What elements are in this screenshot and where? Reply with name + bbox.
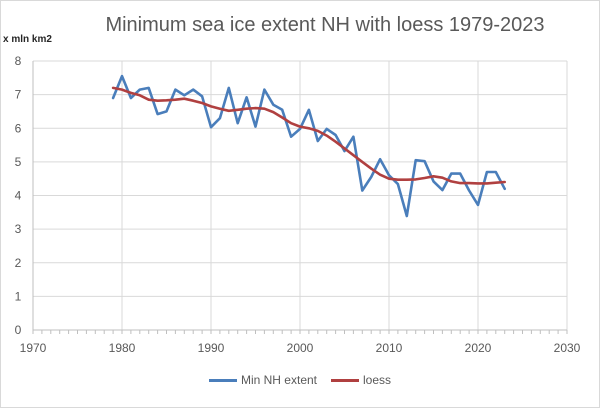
y-tick-label: 0 bbox=[15, 323, 22, 337]
legend: Min NH extent loess bbox=[0, 373, 600, 387]
y-tick-label: 4 bbox=[15, 189, 22, 203]
y-tick-label: 8 bbox=[15, 54, 22, 68]
x-tick-label: 2000 bbox=[287, 341, 314, 355]
gridlines bbox=[33, 60, 568, 330]
legend-item-loess: loess bbox=[331, 373, 391, 387]
y-tick-label: 2 bbox=[15, 256, 22, 270]
legend-swatch-blue bbox=[208, 378, 237, 382]
x-tick-label: 2020 bbox=[465, 341, 492, 355]
legend-label: loess bbox=[363, 373, 392, 387]
y-tick-label: 7 bbox=[15, 88, 22, 102]
tick-labels: 0 1 2 3 4 5 6 7 8 1970 1980 1990 2000 2010 2020 2030 bbox=[15, 54, 581, 355]
series-lines bbox=[111, 74, 507, 218]
y-tick-label: 3 bbox=[15, 222, 22, 236]
x-tick-label: 1970 bbox=[20, 341, 47, 355]
x-tick-label: 2030 bbox=[554, 341, 581, 355]
chart-title: Minimum sea ice extent NH with loess 197… bbox=[105, 14, 545, 36]
x-tick-label: 2010 bbox=[376, 341, 403, 355]
legend-item-min-nh-extent: Min NH extent bbox=[208, 373, 317, 387]
legend-swatch-red bbox=[331, 378, 359, 382]
y-tick-label: 1 bbox=[15, 289, 22, 303]
series-line-loess bbox=[111, 86, 507, 185]
x-tick-label: 1990 bbox=[198, 341, 225, 355]
y-axis-label: x mln km2 bbox=[3, 34, 52, 45]
legend-label: Min NH extent bbox=[240, 373, 317, 387]
y-tick-label: 6 bbox=[15, 121, 22, 135]
y-tick-label: 5 bbox=[15, 155, 22, 169]
x-tick-label: 1980 bbox=[109, 341, 136, 355]
axes bbox=[32, 61, 568, 334]
series-line-min-nh-extent bbox=[111, 74, 507, 218]
